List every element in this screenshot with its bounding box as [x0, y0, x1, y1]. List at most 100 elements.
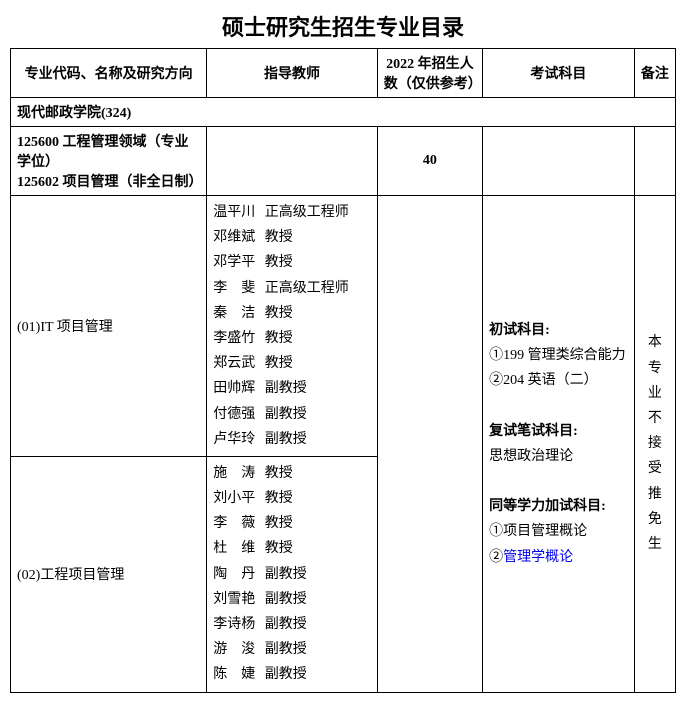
program-teacher-empty	[207, 127, 377, 196]
prelim-label: 初试科目:	[489, 318, 628, 343]
teacher-title: 教授	[261, 331, 293, 346]
written-label: 复试笔试科目:	[489, 419, 628, 444]
teacher-item: 刘雪艳 副教授	[213, 587, 370, 612]
teacher-item: 杜 维 教授	[213, 536, 370, 561]
teacher-title: 正高级工程师	[261, 205, 349, 220]
equiv-2-link[interactable]: 管理学概论	[503, 550, 573, 565]
teacher-title: 副教授	[261, 642, 307, 657]
teacher-title: 教授	[261, 541, 293, 556]
program-note-empty	[634, 127, 675, 196]
teacher-title: 教授	[261, 516, 293, 531]
teacher-name: 付德强	[213, 402, 261, 427]
teacher-name: 李盛竹	[213, 326, 261, 351]
equiv-2-prefix: ②	[489, 550, 503, 565]
teacher-title: 副教授	[261, 432, 307, 447]
prelim-2: ②204 英语（二）	[489, 368, 628, 393]
teacher-name: 施 涛	[213, 461, 261, 486]
teacher-name: 陈 婕	[213, 662, 261, 687]
program-line2: 125602 项目管理（非全日制）	[17, 171, 200, 191]
note-char: 不	[641, 406, 669, 431]
teacher-name: 邓学平	[213, 250, 261, 275]
teacher-name: 秦 洁	[213, 301, 261, 326]
direction-2-label: (02)工程项目管理	[11, 456, 207, 692]
header-subject: 考试科目	[483, 49, 635, 98]
teacher-title: 教授	[261, 356, 293, 371]
equiv-1: ①项目管理概论	[489, 519, 628, 544]
teacher-name: 游 浚	[213, 637, 261, 662]
program-subject-empty	[483, 127, 635, 196]
teacher-title: 正高级工程师	[261, 281, 349, 296]
teacher-item: 郑云武 教授	[213, 351, 370, 376]
teacher-item: 邓学平 教授	[213, 250, 370, 275]
note-cell: 本专业不接受推免生	[634, 196, 675, 693]
teacher-item: 李诗杨 副教授	[213, 612, 370, 637]
note-char: 专	[641, 356, 669, 381]
teacher-item: 秦 洁 教授	[213, 301, 370, 326]
teacher-name: 李 斐	[213, 276, 261, 301]
teacher-item: 陈 婕 副教授	[213, 662, 370, 687]
teacher-item: 陶 丹 副教授	[213, 562, 370, 587]
teacher-title: 教授	[261, 466, 293, 481]
teacher-item: 施 涛 教授	[213, 461, 370, 486]
teacher-name: 邓维斌	[213, 225, 261, 250]
teacher-item: 李 斐 正高级工程师	[213, 276, 370, 301]
note-char: 接	[641, 431, 669, 456]
teacher-title: 教授	[261, 306, 293, 321]
subjects-cell: 初试科目: ①199 管理类综合能力 ②204 英语（二） 复试笔试科目: 思想…	[483, 196, 635, 693]
teacher-name: 刘小平	[213, 486, 261, 511]
quota-merged	[377, 196, 482, 693]
teacher-item: 田帅辉 副教授	[213, 376, 370, 401]
teacher-title: 副教授	[261, 381, 307, 396]
teacher-title: 副教授	[261, 407, 307, 422]
teacher-title: 教授	[261, 255, 293, 270]
header-note: 备注	[634, 49, 675, 98]
equiv-label: 同等学力加试科目:	[489, 494, 628, 519]
equiv-2: ②管理学概论	[489, 545, 628, 570]
teacher-title: 副教授	[261, 667, 307, 682]
teacher-name: 杜 维	[213, 536, 261, 561]
catalog-table: 专业代码、名称及研究方向 指导教师 2022 年招生人数（仅供参考） 考试科目 …	[10, 48, 676, 693]
program-cell: 125600 工程管理领域（专业学位） 125602 项目管理（非全日制）	[11, 127, 207, 196]
teacher-title: 副教授	[261, 592, 307, 607]
program-quota: 40	[377, 127, 482, 196]
teacher-name: 陶 丹	[213, 562, 261, 587]
teacher-title: 副教授	[261, 567, 307, 582]
note-char: 生	[641, 532, 669, 557]
teacher-name: 刘雪艳	[213, 587, 261, 612]
direction-1-row: (01)IT 项目管理 温平川 正高级工程师邓维斌 教授邓学平 教授李 斐 正高…	[11, 196, 676, 457]
direction-2-teachers: 施 涛 教授刘小平 教授李 薇 教授杜 维 教授陶 丹 副教授刘雪艳 副教授李诗…	[207, 456, 377, 692]
header-quota: 2022 年招生人数（仅供参考）	[377, 49, 482, 98]
teacher-title: 教授	[261, 230, 293, 245]
prelim-1: ①199 管理类综合能力	[489, 343, 628, 368]
teacher-title: 副教授	[261, 617, 307, 632]
note-char: 业	[641, 381, 669, 406]
teacher-title: 教授	[261, 491, 293, 506]
teacher-name: 李 薇	[213, 511, 261, 536]
teacher-item: 付德强 副教授	[213, 402, 370, 427]
note-char: 推	[641, 482, 669, 507]
header-row: 专业代码、名称及研究方向 指导教师 2022 年招生人数（仅供参考） 考试科目 …	[11, 49, 676, 98]
teacher-name: 郑云武	[213, 351, 261, 376]
header-major: 专业代码、名称及研究方向	[11, 49, 207, 98]
page-title: 硕士研究生招生专业目录	[10, 10, 676, 42]
teacher-item: 邓维斌 教授	[213, 225, 370, 250]
direction-1-teachers: 温平川 正高级工程师邓维斌 教授邓学平 教授李 斐 正高级工程师秦 洁 教授李盛…	[207, 196, 377, 457]
program-line1: 125600 工程管理领域（专业学位）	[17, 131, 200, 171]
teacher-name: 李诗杨	[213, 612, 261, 637]
direction-1-label: (01)IT 项目管理	[11, 196, 207, 457]
teacher-item: 李盛竹 教授	[213, 326, 370, 351]
teacher-item: 游 浚 副教授	[213, 637, 370, 662]
teacher-name: 温平川	[213, 200, 261, 225]
teacher-name: 卢华玲	[213, 427, 261, 452]
teacher-item: 温平川 正高级工程师	[213, 200, 370, 225]
header-teacher: 指导教师	[207, 49, 377, 98]
teacher-name: 田帅辉	[213, 376, 261, 401]
note-char: 受	[641, 456, 669, 481]
school-name: 现代邮政学院(324)	[11, 98, 676, 127]
teacher-item: 刘小平 教授	[213, 486, 370, 511]
teacher-item: 李 薇 教授	[213, 511, 370, 536]
school-row: 现代邮政学院(324)	[11, 98, 676, 127]
program-row: 125600 工程管理领域（专业学位） 125602 项目管理（非全日制） 40	[11, 127, 676, 196]
teacher-item: 卢华玲 副教授	[213, 427, 370, 452]
written-1: 思想政治理论	[489, 444, 628, 469]
